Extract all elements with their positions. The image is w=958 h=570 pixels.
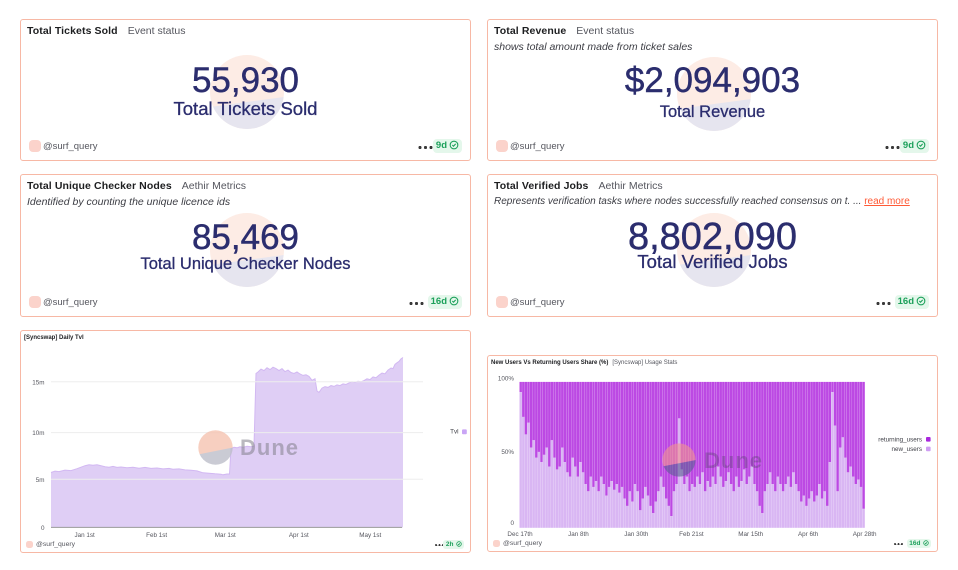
svg-text:50%: 50% — [501, 449, 514, 456]
svg-text:100%: 100% — [498, 376, 515, 383]
svg-text:5m: 5m — [36, 477, 45, 484]
svg-text:Jan 1st: Jan 1st — [74, 532, 95, 539]
svg-text:new_users: new_users — [892, 446, 922, 453]
svg-text:Feb 1st: Feb 1st — [146, 532, 167, 539]
svg-text:15m: 15m — [32, 379, 44, 386]
svg-text:Tvl: Tvl — [450, 429, 458, 436]
svg-text:Apr 6th: Apr 6th — [798, 531, 819, 538]
svg-text:Mar 15th: Mar 15th — [738, 531, 763, 538]
svg-text:Jan 8th: Jan 8th — [568, 531, 589, 538]
svg-text:returning_users: returning_users — [878, 436, 922, 443]
svg-text:0: 0 — [510, 520, 514, 527]
svg-text:Apr 1st: Apr 1st — [289, 532, 309, 539]
svg-text:May 1st: May 1st — [359, 532, 381, 539]
svg-text:Jan 30th: Jan 30th — [624, 531, 649, 538]
svg-text:Apr 28th: Apr 28th — [853, 531, 877, 538]
svg-text:10m: 10m — [32, 430, 44, 437]
svg-text:Dec 17th: Dec 17th — [507, 531, 533, 538]
svg-text:0: 0 — [41, 525, 45, 532]
svg-text:Feb 21st: Feb 21st — [679, 531, 704, 538]
svg-text:Mar 1st: Mar 1st — [215, 532, 236, 539]
